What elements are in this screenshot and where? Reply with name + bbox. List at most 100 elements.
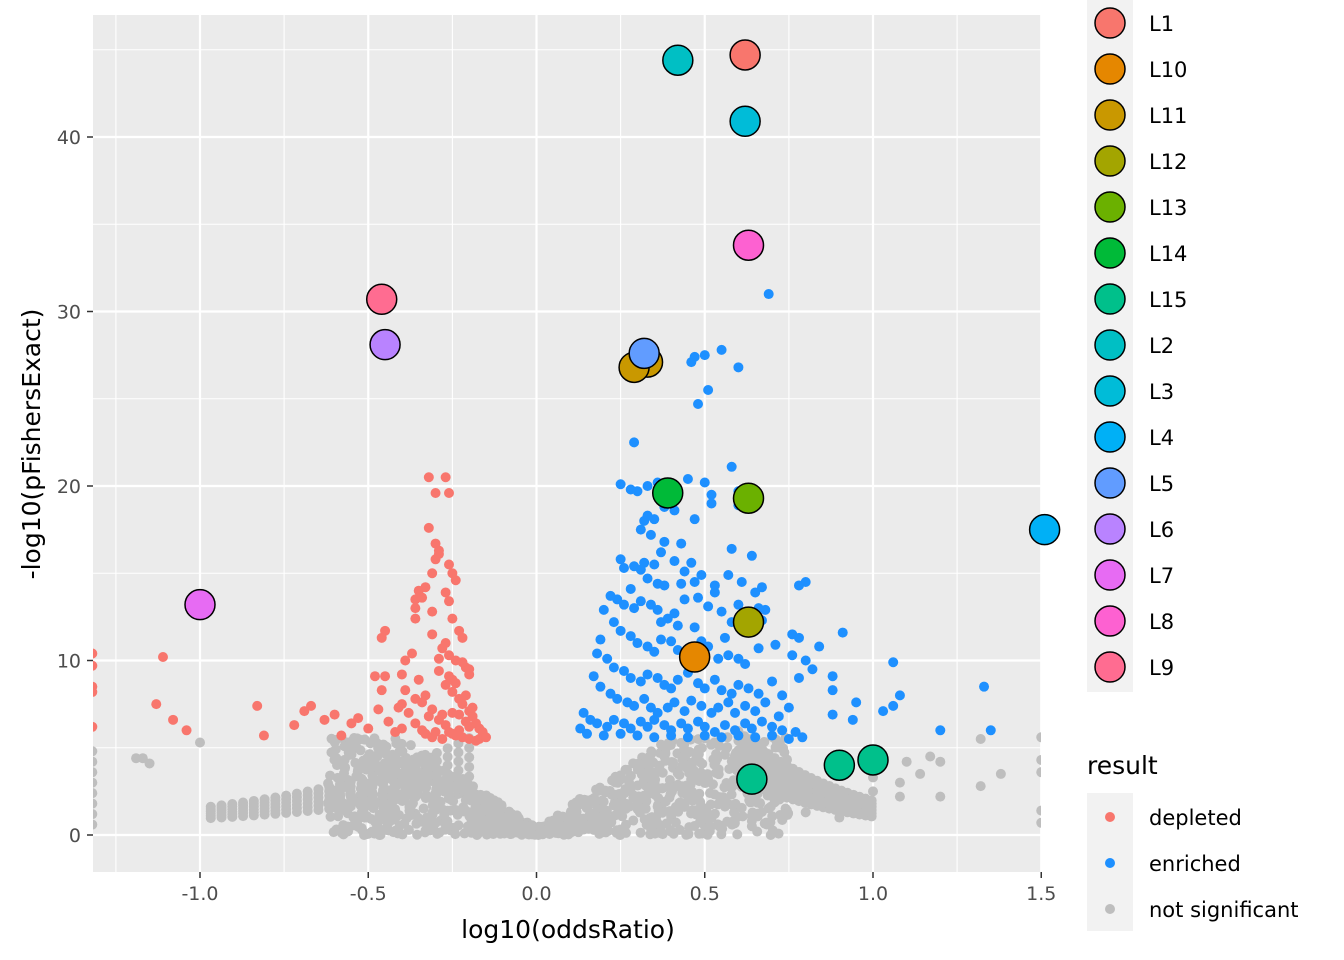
point-not-significant [527, 829, 538, 840]
x-axis-title: log10(oddsRatio) [461, 915, 675, 944]
point-not-significant [935, 791, 946, 802]
point-depleted [467, 702, 478, 713]
legend-label-l3: L3 [1149, 380, 1174, 404]
point-not-significant [646, 746, 657, 757]
point-not-significant [248, 795, 259, 806]
point-depleted [444, 596, 455, 607]
point-enriched [666, 636, 677, 647]
point-not-significant [439, 810, 450, 821]
highlighted-points [184, 39, 1061, 795]
point-not-significant [619, 788, 630, 799]
point-not-significant [695, 796, 706, 807]
point-not-significant [1036, 805, 1041, 816]
x-tick-label: 1.5 [1026, 883, 1056, 905]
point-not-significant [464, 771, 475, 782]
point-not-significant [767, 811, 778, 822]
point-not-significant [707, 779, 718, 790]
point-not-significant [356, 759, 367, 770]
y-tick-label: 20 [57, 476, 81, 498]
point-not-significant [388, 763, 399, 774]
point-not-significant [726, 789, 737, 800]
point-enriched [767, 730, 778, 741]
point-enriched [750, 732, 761, 743]
point-not-significant [464, 742, 475, 753]
point-depleted [464, 721, 475, 732]
point-depleted [433, 653, 444, 664]
point-not-significant [418, 803, 429, 814]
point-not-significant [783, 808, 794, 819]
point-not-significant [834, 812, 845, 823]
point-not-significant [442, 785, 453, 796]
legend-key-l10 [1094, 53, 1126, 85]
point-enriched [575, 723, 586, 734]
point-depleted [410, 603, 421, 614]
point-enriched [625, 672, 636, 683]
point-enriched [699, 730, 710, 741]
result-legend-title: result [1087, 751, 1158, 780]
point-not-significant [925, 751, 936, 762]
point-not-significant [712, 819, 723, 830]
point-depleted [420, 582, 431, 593]
point-depleted [383, 716, 394, 727]
point-depleted [433, 545, 444, 556]
point-depleted [440, 679, 451, 690]
point-enriched [713, 653, 724, 664]
point-not-significant [410, 756, 421, 767]
x-tick-label: 1.0 [858, 883, 888, 905]
point-not-significant [654, 827, 665, 838]
point-not-significant [453, 747, 464, 758]
point-l10 [678, 641, 711, 673]
point-enriched [719, 632, 730, 643]
point-enriched [598, 604, 609, 615]
point-not-significant [665, 824, 676, 835]
point-not-significant [665, 781, 676, 792]
point-depleted [93, 660, 98, 671]
point-depleted [410, 613, 421, 624]
point-not-significant [935, 756, 946, 767]
point-enriched [827, 709, 838, 720]
x-tick-label: -0.5 [350, 883, 387, 905]
point-not-significant [399, 760, 410, 771]
point-not-significant [719, 749, 730, 760]
point-not-significant [868, 786, 878, 797]
point-enriched [777, 725, 788, 736]
point-not-significant [313, 784, 324, 795]
point-l9 [365, 283, 398, 316]
point-not-significant [397, 746, 408, 757]
point-enriched [733, 362, 744, 373]
point-depleted [369, 671, 380, 682]
point-not-significant [691, 809, 702, 820]
point-not-significant [672, 767, 683, 778]
legend-label-l11: L11 [1149, 104, 1187, 128]
point-enriched [723, 569, 734, 580]
point-enriched [787, 650, 798, 661]
point-not-significant [259, 794, 270, 805]
point-enriched [750, 706, 761, 717]
point-depleted [457, 657, 468, 668]
point-depleted [258, 730, 269, 741]
point-enriched [743, 683, 754, 694]
point-enriched [767, 721, 778, 732]
point-not-significant [410, 784, 421, 795]
point-not-significant [291, 788, 302, 799]
not-significant-points [93, 726, 1041, 840]
point-not-significant [1036, 767, 1041, 778]
legend-key-l8 [1094, 605, 1126, 637]
point-not-significant [453, 765, 464, 776]
point-enriched [716, 685, 727, 696]
point-enriched [618, 563, 629, 574]
point-not-significant [594, 828, 605, 839]
point-enriched [703, 601, 714, 612]
point-enriched [672, 620, 683, 631]
point-depleted [373, 704, 384, 715]
point-not-significant [587, 808, 598, 819]
legend-label-l6: L6 [1149, 518, 1174, 542]
point-enriched [649, 559, 660, 570]
point-enriched [578, 707, 589, 718]
legend-key-l7 [1094, 559, 1126, 591]
point-not-significant [593, 817, 604, 828]
point-enriched [807, 664, 818, 675]
point-not-significant [610, 777, 621, 788]
point-not-significant [686, 774, 697, 785]
point-not-significant [665, 789, 676, 800]
